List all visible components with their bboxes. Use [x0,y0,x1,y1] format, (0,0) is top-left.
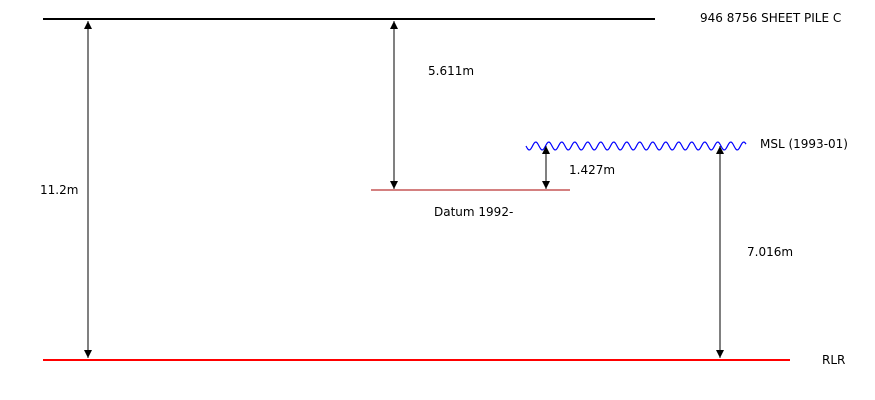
datum-to-msl-label: 1.427m [569,163,615,177]
total-dimension-label: 11.2m [40,183,78,197]
msl-to-rlr-label: 7.016m [747,245,793,259]
benchmark-to-datum-label: 5.611m [428,64,474,78]
msl-wave-line [525,141,747,151]
datum-label: Datum 1992- [434,205,513,219]
benchmark-label: 946 8756 SHEET PILE C [700,11,841,25]
rlr-label: RLR [822,353,845,367]
msl-label: MSL (1993-01) [760,137,848,151]
